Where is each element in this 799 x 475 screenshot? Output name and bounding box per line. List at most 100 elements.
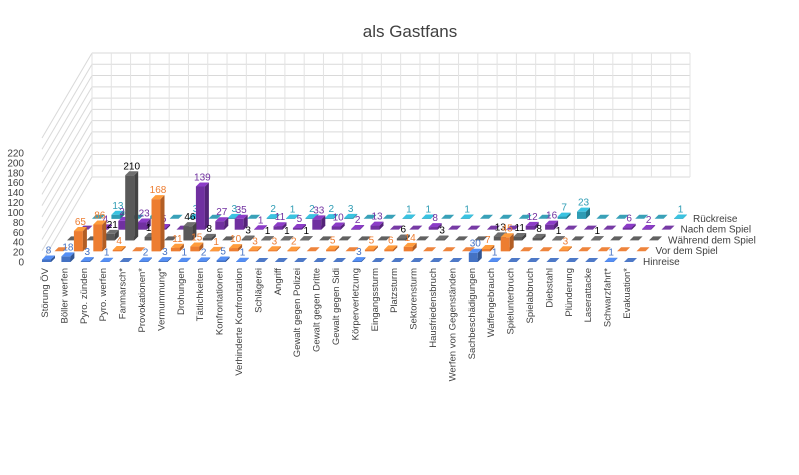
data-label: 12 bbox=[527, 212, 539, 223]
side-wall-gridline bbox=[41, 109, 93, 195]
floor-tile bbox=[358, 236, 371, 241]
bar-top bbox=[545, 220, 559, 225]
bar-top bbox=[525, 221, 539, 226]
data-label: 1 bbox=[406, 204, 412, 215]
data-label: 2 bbox=[201, 247, 207, 258]
series-label: Nach dem Spiel bbox=[681, 225, 752, 236]
data-label: 30 bbox=[470, 239, 482, 250]
bar-front bbox=[112, 249, 122, 252]
bar-top bbox=[190, 242, 204, 247]
data-label: 7 bbox=[485, 235, 491, 246]
bar-front bbox=[111, 214, 121, 219]
floor-tile bbox=[480, 214, 493, 219]
bar-side bbox=[522, 232, 527, 241]
bar-front bbox=[202, 237, 212, 241]
category-label: Sachbeschädigungen bbox=[467, 268, 478, 359]
y-tick-label: 80 bbox=[13, 218, 25, 229]
floor-tile bbox=[306, 247, 320, 252]
bar-front bbox=[352, 261, 362, 262]
bar-top bbox=[254, 225, 268, 230]
floor-tile bbox=[371, 258, 385, 262]
floor-tile bbox=[654, 214, 668, 219]
bar-top bbox=[195, 182, 209, 187]
bar-top bbox=[370, 221, 384, 226]
data-label: 210 bbox=[123, 161, 140, 172]
bar-top bbox=[287, 246, 301, 251]
floor-tile bbox=[449, 258, 463, 262]
chart-title: als Gastfans bbox=[363, 22, 458, 41]
floor-tile bbox=[377, 236, 391, 241]
bar-side bbox=[146, 218, 151, 230]
bar-side bbox=[295, 214, 299, 219]
floor-tile bbox=[597, 247, 611, 252]
bar-front bbox=[234, 218, 244, 230]
category-label: Schlägerei bbox=[253, 268, 264, 313]
floor-tile bbox=[313, 258, 327, 262]
bar-side bbox=[340, 222, 345, 230]
floor-tile bbox=[416, 236, 430, 241]
bar-front bbox=[93, 224, 103, 252]
bar-top bbox=[273, 222, 287, 227]
bar-side bbox=[561, 236, 565, 241]
bar-side bbox=[651, 224, 656, 230]
floor-tile bbox=[247, 214, 261, 219]
bar-front bbox=[344, 217, 354, 219]
bar-side bbox=[224, 217, 229, 230]
floor-tile bbox=[92, 214, 105, 219]
data-label: 6 bbox=[388, 235, 394, 246]
bar-top bbox=[93, 220, 107, 225]
floor-tile bbox=[389, 225, 403, 230]
bar-side bbox=[412, 242, 417, 252]
y-tick-label: 220 bbox=[7, 149, 24, 160]
data-label: 33 bbox=[313, 205, 325, 216]
data-label: 1 bbox=[426, 204, 432, 215]
data-label: 27 bbox=[216, 207, 228, 218]
floor-tile bbox=[527, 258, 540, 262]
data-label: 8 bbox=[46, 246, 52, 257]
bar-front bbox=[287, 250, 297, 252]
floor-tile bbox=[169, 214, 183, 219]
bar-side bbox=[218, 246, 223, 252]
data-label: 14 bbox=[405, 233, 417, 244]
category-label: Plünderung bbox=[564, 268, 575, 317]
bar-front bbox=[622, 227, 632, 230]
data-label: 1 bbox=[492, 248, 498, 259]
series-label: Hinreise bbox=[643, 257, 680, 268]
floor-tile bbox=[448, 225, 462, 230]
bar-top bbox=[111, 210, 125, 215]
bar-top bbox=[280, 236, 294, 241]
bar-side bbox=[70, 252, 75, 262]
bar-side bbox=[586, 207, 590, 219]
floor-tile bbox=[441, 214, 455, 219]
floor-tile bbox=[391, 258, 405, 262]
bar-side bbox=[683, 214, 687, 219]
floor-tile bbox=[520, 247, 534, 252]
bar-front bbox=[364, 249, 374, 252]
bar-front bbox=[557, 216, 567, 219]
category-label: Körperverletzung bbox=[350, 268, 361, 340]
bar-front bbox=[558, 250, 568, 252]
bar-side bbox=[567, 246, 572, 252]
bar-side bbox=[186, 257, 191, 262]
data-label: 1 bbox=[258, 215, 264, 226]
data-label: 3 bbox=[252, 236, 258, 247]
data-label: 15 bbox=[191, 233, 203, 244]
data-label: 1 bbox=[464, 204, 470, 215]
floor-tile bbox=[624, 258, 637, 262]
bar-side bbox=[411, 214, 416, 219]
bar-front bbox=[195, 186, 205, 230]
bar-top bbox=[428, 223, 442, 228]
data-label: 86 bbox=[94, 211, 106, 222]
floor-tile bbox=[409, 225, 423, 230]
data-label: 1 bbox=[182, 248, 188, 259]
data-label: 2 bbox=[143, 247, 149, 258]
floor-tile bbox=[363, 214, 377, 219]
bar-front bbox=[80, 261, 90, 262]
y-tick-label: 180 bbox=[7, 168, 24, 179]
bar-front bbox=[324, 218, 334, 219]
series-label: Während dem Spiel bbox=[668, 235, 756, 246]
bar-top bbox=[248, 246, 262, 251]
floor-tile bbox=[467, 225, 481, 230]
